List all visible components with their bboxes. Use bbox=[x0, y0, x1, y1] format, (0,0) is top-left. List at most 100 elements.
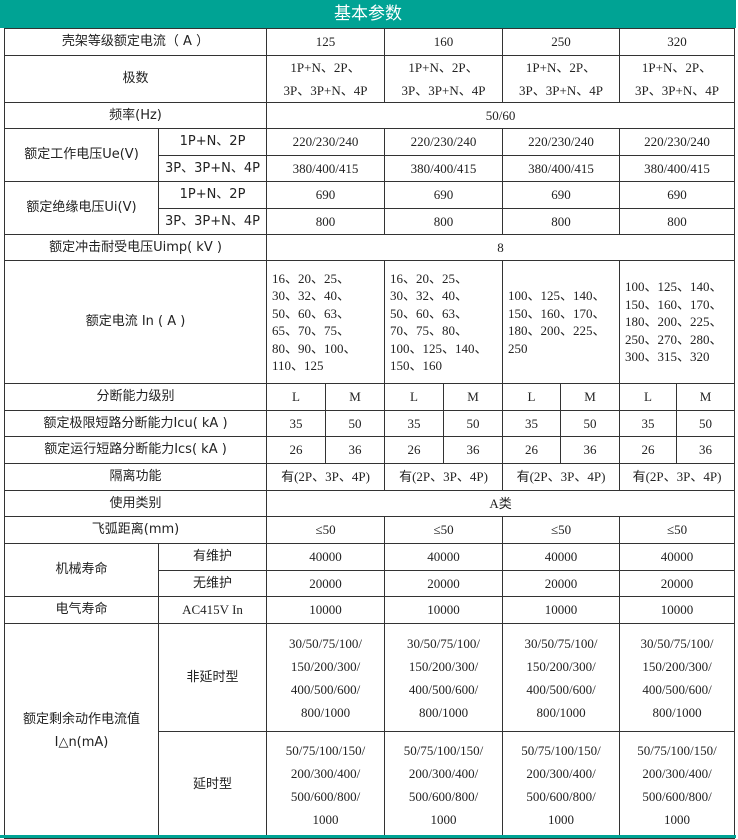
value-cell: 有(2P、3P、4P) bbox=[266, 463, 386, 491]
value-cell: 有(2P、3P、4P) bbox=[502, 463, 621, 491]
value-cell: 1P+N、2P、 3P、3P+N、4P bbox=[619, 55, 736, 103]
value-cell: 16、20、25、 30、32、40、 50、60、63、 65、70、75、 … bbox=[266, 260, 386, 384]
table-row: 频率(Hz) 50/60 bbox=[3, 102, 736, 129]
sub-label: AC415V In bbox=[157, 596, 268, 624]
value-cell: 36 bbox=[676, 436, 736, 464]
value-cell: 800 bbox=[266, 208, 386, 235]
value-cell: 26 bbox=[619, 436, 678, 464]
value-cell: 320 bbox=[619, 28, 736, 56]
sub-label: 1P+N、2P bbox=[157, 181, 268, 209]
value-cell: 220/230/240 bbox=[266, 128, 386, 156]
row-label: 额定剩余动作电流值 I△n(mA) bbox=[4, 623, 159, 839]
table-row: 分断能力级别 L M L M L M L M bbox=[3, 383, 736, 411]
value-cell: 36 bbox=[560, 436, 621, 464]
value-cell: 30/50/75/100/ 150/200/300/ 400/500/600/ … bbox=[266, 623, 386, 732]
row-label: 电气寿命 bbox=[4, 596, 159, 624]
value-cell: 380/400/415 bbox=[266, 155, 386, 182]
value-cell: 26 bbox=[502, 436, 562, 464]
value-cell: 35 bbox=[384, 410, 445, 437]
value-cell: 125 bbox=[266, 28, 386, 56]
table-row: 延时型 50/75/100/150/ 200/300/400/ 500/600/8… bbox=[5, 731, 736, 839]
row-label: 额定工作电压Ue(V) bbox=[4, 128, 159, 182]
value-cell: ≤50 bbox=[502, 516, 621, 544]
value-cell: M bbox=[676, 383, 736, 411]
value-cell: 690 bbox=[502, 181, 621, 209]
spec-table: 壳架等级额定电流（ A ） 125 160 250 320 极数 1P+N、2P、 3P、3… bbox=[3, 28, 736, 839]
value-cell: 50 bbox=[560, 410, 621, 437]
value-cell: M bbox=[560, 383, 621, 411]
value-cell: 10000 bbox=[384, 596, 504, 624]
value-cell: 220/230/240 bbox=[619, 128, 736, 156]
value-cell: M bbox=[325, 383, 386, 411]
table-row: 壳架等级额定电流（ A ） 125 160 250 320 bbox=[3, 28, 736, 56]
row-label: 壳架等级额定电流（ A ） bbox=[3, 28, 268, 56]
value-cell: ≤50 bbox=[384, 516, 504, 544]
value-cell: 380/400/415 bbox=[619, 155, 736, 182]
value-cell: 100、125、140、 150、160、170、 180、200、225、 2… bbox=[502, 260, 621, 384]
value-cell: 50 bbox=[443, 410, 504, 437]
row-label: 额定极限短路分断能力Icu( kA ) bbox=[3, 410, 268, 437]
value-cell: 380/400/415 bbox=[384, 155, 504, 182]
value-cell: 35 bbox=[619, 410, 678, 437]
value-cell: 10000 bbox=[266, 596, 386, 624]
table-row: 额定绝缘电压Ui(V) 1P+N、2P 690 690 690 690 bbox=[4, 181, 736, 235]
value-cell: 20000 bbox=[619, 570, 736, 597]
table-row: 额定冲击耐受电压Uimp( kV ) 8 bbox=[3, 234, 736, 261]
value-cell: 10000 bbox=[619, 596, 736, 624]
value-cell: 40000 bbox=[502, 543, 621, 571]
value-cell: A类 bbox=[266, 490, 736, 517]
row-label: 额定冲击耐受电压Uimp( kV ) bbox=[3, 234, 268, 261]
sub-label: 延时型 bbox=[157, 731, 268, 839]
value-cell: 有(2P、3P、4P) bbox=[384, 463, 504, 491]
value-cell: 36 bbox=[325, 436, 386, 464]
sub-label: 有维护 bbox=[157, 543, 268, 571]
row-label: 额定绝缘电压Ui(V) bbox=[4, 181, 159, 235]
row-label: 隔离功能 bbox=[3, 463, 268, 491]
row-label: 飞弧距离(mm) bbox=[3, 516, 268, 544]
sub-label: 3P、3P+N、4P bbox=[157, 208, 268, 235]
sub-label: 非延时型 bbox=[157, 623, 268, 732]
table-row: 使用类别 A类 bbox=[3, 490, 736, 517]
table-row: 额定运行短路分断能力Ics( kA ) 26 36 26 36 26 36 26 36 bbox=[3, 436, 736, 464]
value-cell: 50 bbox=[676, 410, 736, 437]
value-cell: 26 bbox=[384, 436, 445, 464]
value-cell: 50/75/100/150/ 200/300/400/ 500/600/800/… bbox=[266, 731, 386, 839]
value-cell: ≤50 bbox=[266, 516, 386, 544]
row-label: 使用类别 bbox=[3, 490, 268, 517]
value-cell: 220/230/240 bbox=[384, 128, 504, 156]
row-label: 额定运行短路分断能力Ics( kA ) bbox=[3, 436, 268, 464]
value-cell: 1P+N、2P、 3P、3P+N、4P bbox=[266, 55, 386, 103]
value-cell: 50/75/100/150/ 200/300/400/ 500/600/800/… bbox=[619, 731, 736, 839]
value-cell: 40000 bbox=[619, 543, 736, 571]
bottom-rule bbox=[0, 835, 736, 838]
value-cell: 26 bbox=[266, 436, 327, 464]
table-row: 飞弧距离(mm) ≤50 ≤50 ≤50 ≤50 bbox=[3, 516, 736, 544]
row-label: 频率(Hz) bbox=[3, 102, 268, 129]
table-row: 机械寿命 有维护 40000 40000 40000 40000 bbox=[4, 543, 736, 597]
value-cell: 10000 bbox=[502, 596, 621, 624]
table-row: 额定电流 In ( A ) 16、20、25、 30、32、40、 50、60、6… bbox=[3, 260, 736, 384]
value-cell: M bbox=[443, 383, 504, 411]
value-cell: 250 bbox=[502, 28, 621, 56]
row-label: 额定电流 In ( A ) bbox=[3, 260, 268, 384]
table-row: 电气寿命 AC415V In 10000 10000 10000 10000 bbox=[4, 596, 736, 624]
sub-label: 无维护 bbox=[157, 570, 268, 597]
table-title: 基本参数 bbox=[0, 0, 736, 28]
value-cell: 有(2P、3P、4P) bbox=[619, 463, 736, 491]
value-cell: ≤50 bbox=[619, 516, 736, 544]
value-cell: 220/230/240 bbox=[502, 128, 621, 156]
value-cell: 800 bbox=[384, 208, 504, 235]
value-cell: 30/50/75/100/ 150/200/300/ 400/500/600/ … bbox=[502, 623, 621, 732]
value-cell: 50/75/100/150/ 200/300/400/ 500/600/800/… bbox=[384, 731, 504, 839]
table-row: 极数 1P+N、2P、 3P、3P+N、4P 1P+N、2P、 3P、3P+N、4P… bbox=[3, 55, 736, 103]
table-row: 额定工作电压Ue(V) 1P+N、2P 220/230/240 220/230/240… bbox=[4, 128, 736, 182]
value-cell: 690 bbox=[619, 181, 736, 209]
value-cell: 380/400/415 bbox=[502, 155, 621, 182]
value-cell: 100、125、140、 150、160、170、 180、200、225、 2… bbox=[619, 260, 736, 384]
value-cell: 16、20、25、 30、32、40、 50、60、63、 70、75、80、 … bbox=[384, 260, 504, 384]
value-cell: L bbox=[266, 383, 327, 411]
value-cell: 1P+N、2P、 3P、3P+N、4P bbox=[384, 55, 504, 103]
value-cell: 800 bbox=[502, 208, 621, 235]
value-cell: 40000 bbox=[384, 543, 504, 571]
row-label: 分断能力级别 bbox=[3, 383, 268, 411]
